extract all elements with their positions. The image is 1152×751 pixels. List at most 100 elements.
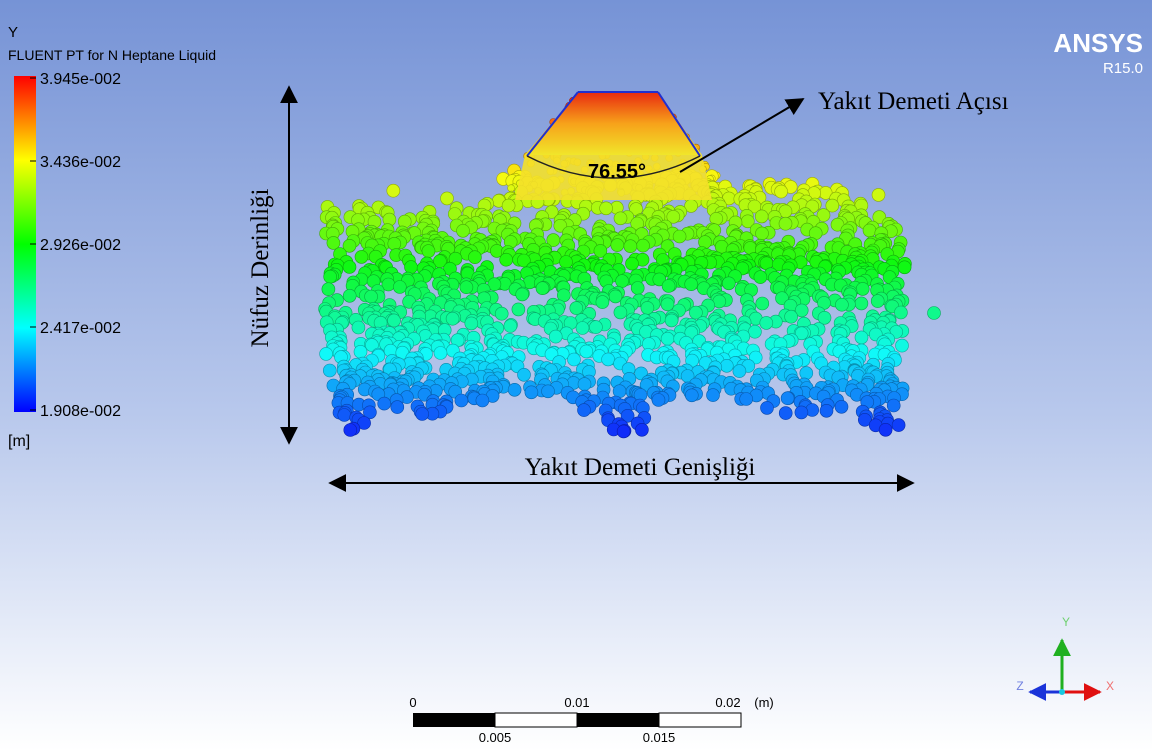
particle (616, 275, 629, 288)
particle (378, 397, 391, 410)
legend-unit: [m] (8, 433, 30, 450)
particle (635, 423, 648, 436)
particle (354, 345, 367, 358)
particle (661, 332, 674, 345)
particle (856, 282, 869, 295)
particle (661, 298, 674, 311)
scale-segment (659, 713, 741, 727)
particle (795, 406, 808, 419)
particle (614, 212, 627, 225)
particle (879, 423, 892, 436)
particle (391, 401, 404, 414)
brand-version: R15.0 (1103, 60, 1143, 77)
particle (352, 321, 365, 334)
particle (785, 310, 798, 323)
particle (578, 404, 591, 417)
particle (324, 270, 337, 283)
particle (740, 393, 753, 406)
particle (338, 409, 351, 422)
particle (516, 288, 529, 301)
particle (781, 392, 794, 405)
legend-label: 3.436e-002 (40, 154, 121, 171)
particle (455, 394, 468, 407)
particle (560, 256, 573, 269)
particle (637, 239, 650, 252)
particle (460, 281, 473, 294)
particle (779, 217, 792, 230)
brand-name: ANSYS (1053, 28, 1143, 58)
particle (611, 239, 624, 252)
particle (495, 307, 508, 320)
particle (525, 386, 538, 399)
particle (617, 425, 630, 438)
particle (441, 192, 454, 205)
particle (855, 297, 868, 310)
triad-label: X (1106, 679, 1114, 693)
viewport: Y FLUENT PT for N Heptane Liquid 3.945e-… (0, 0, 1152, 751)
particle (685, 278, 698, 291)
particle (508, 185, 515, 192)
particle (835, 400, 848, 413)
scale-label: 0.02 (715, 695, 740, 710)
particle (518, 368, 531, 381)
particle (388, 237, 401, 250)
scale-label: 0.005 (479, 730, 512, 745)
particle (652, 394, 665, 407)
particle (609, 290, 622, 303)
particle (760, 316, 773, 329)
particle (434, 347, 447, 360)
particle (896, 339, 909, 352)
particle (365, 290, 378, 303)
particle (733, 365, 746, 378)
particle (820, 404, 833, 417)
particle (343, 289, 356, 302)
particle (626, 257, 639, 270)
particle (818, 311, 831, 324)
particle (779, 407, 792, 420)
particle (422, 245, 435, 258)
particle (602, 353, 615, 366)
particle (754, 271, 767, 284)
particle (580, 345, 593, 358)
triad-origin (1059, 689, 1065, 695)
particle (756, 227, 769, 240)
particle (508, 383, 521, 396)
scale-segment (577, 713, 659, 727)
particle (800, 367, 813, 380)
particle (393, 281, 406, 294)
particle (685, 389, 698, 402)
legend-variable: Y (8, 24, 18, 41)
scale-label: 0 (409, 695, 416, 710)
particle (748, 325, 761, 338)
legend-title: FLUENT PT for N Heptane Liquid (8, 47, 216, 63)
particle (855, 331, 868, 344)
particle (720, 359, 733, 372)
particle (756, 297, 769, 310)
particle (863, 224, 876, 237)
particle (327, 236, 340, 249)
particle (662, 280, 675, 293)
particle (320, 347, 333, 360)
triad-label: Z (1016, 679, 1023, 693)
particle (536, 282, 549, 295)
particle (755, 210, 768, 223)
particle (476, 394, 489, 407)
particle (589, 321, 602, 334)
triad-label: Y (1062, 615, 1070, 629)
particle (465, 317, 478, 330)
particle (578, 378, 591, 391)
legend-label: 3.945e-002 (40, 71, 121, 88)
particle (387, 184, 400, 197)
particle (568, 353, 581, 366)
particle (576, 322, 589, 335)
particle (405, 261, 418, 274)
width-label: Yakıt Demeti Genişliği (525, 454, 756, 481)
particle (344, 424, 357, 437)
legend-label: 2.926e-002 (40, 237, 121, 254)
particle (898, 261, 911, 274)
scale-label: 0.015 (643, 730, 676, 745)
particle (468, 251, 481, 264)
particle (549, 330, 562, 343)
legend-label: 1.908e-002 (40, 403, 121, 420)
angle-label: Yakıt Demeti Açısı (818, 88, 1009, 115)
